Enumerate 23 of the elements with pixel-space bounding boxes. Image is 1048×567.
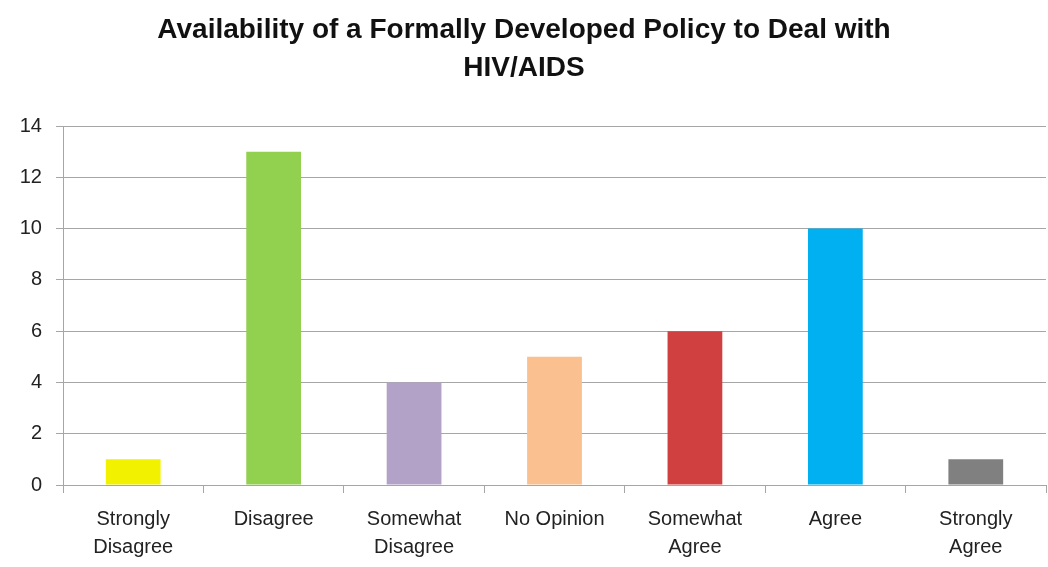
x-tick-label: Disagree: [233, 506, 314, 529]
bar: [386, 382, 442, 485]
bar: [527, 356, 582, 485]
x-tick-label: Somewhat Agree: [647, 506, 743, 557]
bar: [667, 331, 723, 485]
y-tick-label: 14: [19, 113, 42, 136]
y-tick-label: 8: [30, 267, 42, 290]
bar: [807, 228, 863, 485]
chart-title: Availability of a Formally Developed Policy to Deal with HIV/AIDS: [156, 12, 892, 84]
y-tick-label: 6: [30, 318, 42, 341]
x-tick-label: Strongly Agree: [939, 506, 1013, 557]
x-tick-label: Strongly Disagree: [93, 506, 174, 557]
y-tick-label: 4: [30, 369, 42, 392]
y-tick-label: 12: [19, 164, 42, 187]
y-tick-label: 2: [30, 421, 42, 444]
bar: [948, 459, 1004, 485]
x-tick-label: Agree: [808, 506, 863, 529]
y-tick-label: 0: [30, 472, 42, 495]
y-tick-label: 10: [19, 216, 42, 239]
bar: [246, 151, 302, 485]
x-tick-label: No Opinion: [504, 506, 605, 529]
x-tick-label: Somewhat Disagree: [366, 506, 462, 557]
bar: [105, 459, 161, 485]
